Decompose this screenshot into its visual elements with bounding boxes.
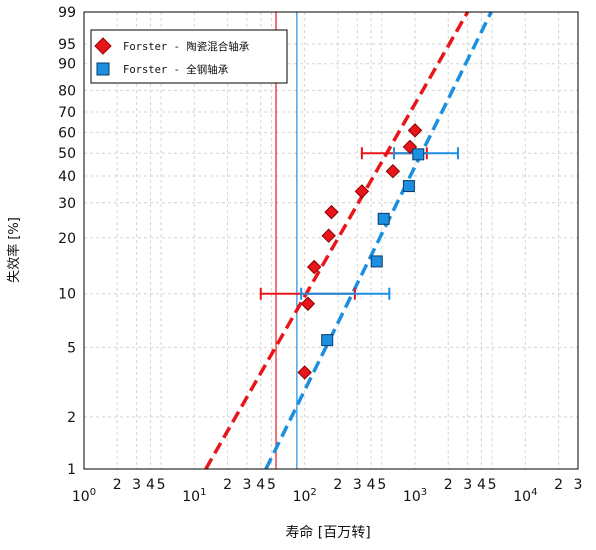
- x-tick-label: 3: [132, 477, 141, 493]
- y-tick-label: 99: [58, 5, 76, 21]
- x-tick-label: 2: [333, 477, 342, 493]
- x-axis-title: 寿命 [百万转]: [285, 524, 370, 541]
- y-tick-label: 20: [58, 231, 76, 247]
- plot-frame: [83, 11, 579, 470]
- diamond-point: [300, 296, 316, 311]
- x-tick-label: 3: [463, 477, 472, 493]
- y-tick-label: 60: [58, 125, 76, 141]
- y-tick-label: 5: [67, 340, 76, 356]
- x-tick-label-decade: 101: [182, 487, 206, 505]
- x-tick-label: 2: [223, 477, 232, 493]
- y-tick-label: 80: [58, 83, 76, 99]
- diamond-point: [354, 184, 370, 199]
- y-tick-label: 95: [58, 37, 76, 53]
- x-tick-label: 2: [113, 477, 122, 493]
- legend-diamond-marker: [94, 37, 112, 55]
- x-tick-label: 3: [353, 477, 362, 493]
- diamond-point: [324, 204, 339, 220]
- x-tick-label: 2: [444, 477, 453, 493]
- y-tick-label: 1: [67, 462, 76, 478]
- diamond-point: [385, 164, 401, 179]
- x-tick-label-decade: 103: [403, 487, 427, 505]
- y-tick-label: 40: [58, 169, 76, 185]
- square-point: [370, 255, 383, 268]
- x-tick-label: 5: [157, 477, 166, 493]
- x-tick-label: 4: [146, 477, 155, 493]
- y-tick-label: 70: [58, 105, 76, 121]
- square-point: [321, 334, 334, 347]
- reference-lines: [275, 12, 298, 469]
- legend-label-steel: Forster - 全钢轴承: [123, 63, 229, 76]
- fit-line-ceramic: [204, 11, 470, 470]
- legend-square-marker: [96, 62, 110, 76]
- y-tick-label: 10: [58, 287, 76, 303]
- x-tick-label: 3: [574, 477, 583, 493]
- x-tick-label-decade: 104: [513, 487, 537, 505]
- fit-lines: [204, 11, 493, 470]
- y-tick-labels: 1 2 5 10 20 30 40 50 60 70 80 90 95 99: [58, 5, 76, 478]
- x-tick-label: 4: [367, 477, 376, 493]
- x-tick-label: 3: [243, 477, 252, 493]
- x-tick-label: 5: [488, 477, 497, 493]
- y-tick-label: 30: [58, 196, 76, 212]
- x-tick-label: 4: [477, 477, 486, 493]
- diamond-point: [321, 228, 336, 243]
- x-tick-label: 5: [377, 477, 386, 493]
- x-tick-label-decade: 100: [72, 487, 96, 505]
- y-tick-label: 50: [58, 146, 76, 162]
- data-points: [297, 123, 425, 380]
- square-point: [412, 148, 425, 161]
- square-point: [402, 180, 415, 193]
- x-tick-label: 5: [267, 477, 276, 493]
- legend-box: [90, 29, 288, 84]
- diamond-point: [306, 259, 322, 275]
- y-axis-title: 失效率 [%]: [6, 217, 22, 283]
- x-tick-label-decade: 102: [293, 487, 317, 505]
- x-tick-label: 4: [256, 477, 265, 493]
- square-point: [377, 212, 390, 225]
- legend-label-ceramic: Forster - 陶瓷混合轴承: [123, 40, 250, 53]
- fit-line-steel: [264, 11, 493, 470]
- legend: Forster - 陶瓷混合轴承 Forster - 全钢轴承: [90, 29, 288, 84]
- diamond-point: [407, 123, 423, 138]
- x-tick-label: 2: [554, 477, 563, 493]
- diamond-point: [297, 365, 312, 380]
- y-tick-label: 90: [58, 57, 76, 73]
- y-tick-label: 2: [67, 410, 76, 426]
